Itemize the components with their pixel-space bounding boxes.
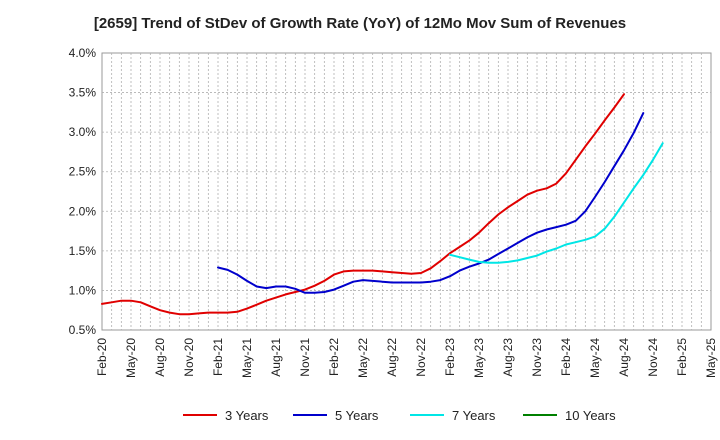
x-tick-label: Aug-22	[385, 338, 399, 377]
y-tick-label: 3.5%	[69, 86, 97, 100]
series-lines	[101, 93, 664, 316]
x-tick-label: Feb-21	[211, 338, 225, 376]
x-tick-label: Aug-21	[269, 338, 283, 377]
x-tick-label: Feb-23	[443, 338, 457, 376]
x-tick-label: Aug-20	[153, 338, 167, 377]
x-axis: Feb-20 May-20 Aug-20 Nov-20 Feb-21 May-21 Aug-…	[95, 338, 718, 378]
y-tick-label: 3.0%	[69, 125, 97, 139]
x-tick-label: Nov-24	[646, 338, 660, 377]
y-tick-label: 0.5%	[69, 323, 97, 337]
series-line-7-years	[449, 142, 664, 264]
x-tick-label: Aug-23	[501, 338, 515, 377]
x-tick-label: Feb-25	[675, 338, 689, 376]
y-tick-label: 4.0%	[69, 46, 97, 60]
x-tick-label: Nov-20	[182, 338, 196, 377]
legend-label: 3 Years	[225, 408, 269, 423]
grid	[102, 53, 711, 330]
series-line-3-years	[101, 93, 625, 316]
chart-title: [2659] Trend of StDev of Growth Rate (Yo…	[94, 15, 626, 32]
x-tick-label: May-21	[240, 338, 254, 378]
x-tick-label: Nov-21	[298, 338, 312, 377]
plot-area	[101, 52, 712, 331]
y-tick-label: 2.0%	[69, 204, 97, 218]
x-tick-label: May-25	[704, 338, 718, 378]
x-tick-label: Feb-20	[95, 338, 109, 376]
y-tick-label: 1.5%	[69, 244, 97, 258]
x-tick-label: May-24	[588, 338, 602, 378]
legend: 3 Years 5 Years 7 Years 10 Years	[183, 408, 616, 423]
legend-label: 10 Years	[565, 408, 616, 423]
x-tick-label: Feb-22	[327, 338, 341, 376]
x-tick-label: Aug-24	[617, 338, 631, 377]
x-tick-label: Feb-24	[559, 338, 573, 376]
series-line-5-years	[217, 112, 645, 294]
x-tick-label: May-23	[472, 338, 486, 378]
y-axis: 0.5% 1.0% 1.5% 2.0% 2.5% 3.0% 3.5% 4.0%	[69, 46, 97, 337]
y-tick-label: 1.0%	[69, 283, 97, 297]
legend-label: 5 Years	[335, 408, 379, 423]
x-tick-label: Nov-22	[414, 338, 428, 377]
x-tick-label: Nov-23	[530, 338, 544, 377]
legend-label: 7 Years	[452, 408, 496, 423]
y-tick-label: 2.5%	[69, 165, 97, 179]
x-tick-label: May-22	[356, 338, 370, 378]
x-tick-label: May-20	[124, 338, 138, 378]
